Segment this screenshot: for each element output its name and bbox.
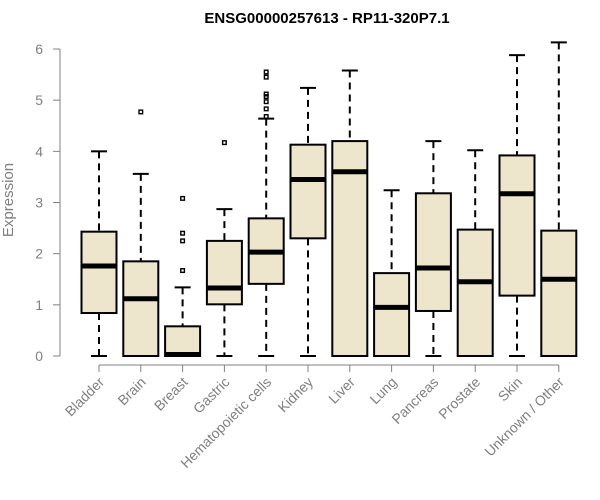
outlier-point — [263, 114, 269, 120]
outlier-point — [180, 238, 186, 244]
box-iqr — [122, 260, 160, 358]
x-tick-label: Kidney — [275, 374, 317, 416]
box-6 — [289, 86, 327, 357]
y-tick-label: 6 — [35, 41, 43, 57]
y-tick-label: 0 — [35, 348, 43, 364]
box-iqr — [164, 325, 202, 357]
y-axis: 0 1 2 3 4 5 6 — [35, 41, 61, 364]
box-iqr — [331, 140, 369, 357]
x-tick-label: Brain — [114, 374, 148, 408]
chart-title: ENSG00000257613 - RP11-320P7.1 — [204, 10, 449, 27]
y-tick-label: 4 — [35, 143, 43, 159]
x-tick-label: Lung — [366, 374, 399, 407]
y-axis-label: Expression — [0, 163, 17, 237]
y-tick-label: 2 — [35, 246, 43, 262]
outlier-point — [180, 230, 186, 236]
outlier-point — [263, 106, 269, 112]
box-9 — [414, 140, 452, 357]
boxes — [80, 41, 578, 358]
outlier-point — [263, 99, 269, 105]
x-tick-label: Breast — [151, 374, 191, 414]
outlier-point — [138, 109, 144, 115]
x-tick-label: Bladder — [62, 374, 108, 420]
outlier-point — [263, 69, 269, 75]
box-iqr — [80, 230, 118, 315]
box-10 — [456, 149, 494, 357]
x-tick-label: Skin — [495, 374, 526, 405]
box-iqr — [540, 229, 578, 357]
outlier-point — [180, 195, 186, 201]
box-2 — [122, 109, 160, 358]
outlier-point — [263, 94, 269, 100]
outlier-point — [180, 268, 186, 274]
x-tick-label: Liver — [325, 374, 358, 407]
box-1 — [80, 150, 118, 357]
outlier-point — [221, 140, 227, 146]
outlier-point — [263, 91, 269, 97]
box-8 — [373, 189, 411, 357]
box-iqr — [498, 154, 536, 297]
box-12 — [540, 41, 578, 357]
y-tick-label: 1 — [35, 297, 43, 313]
x-tick-label: Unknown / Other — [481, 374, 567, 460]
box-iqr — [289, 143, 327, 240]
x-tick-label: Prostate — [435, 374, 483, 422]
box-5 — [247, 69, 285, 357]
y-tick-label: 3 — [35, 195, 43, 211]
box-iqr — [456, 228, 494, 357]
y-tick-label: 5 — [35, 92, 43, 108]
box-iqr — [373, 272, 411, 357]
box-11 — [498, 54, 536, 357]
box-7 — [331, 69, 369, 357]
box-3 — [164, 195, 202, 357]
box-iqr — [205, 239, 243, 306]
box-4 — [205, 140, 243, 357]
box-iqr — [414, 192, 452, 312]
outlier-point — [263, 74, 269, 80]
